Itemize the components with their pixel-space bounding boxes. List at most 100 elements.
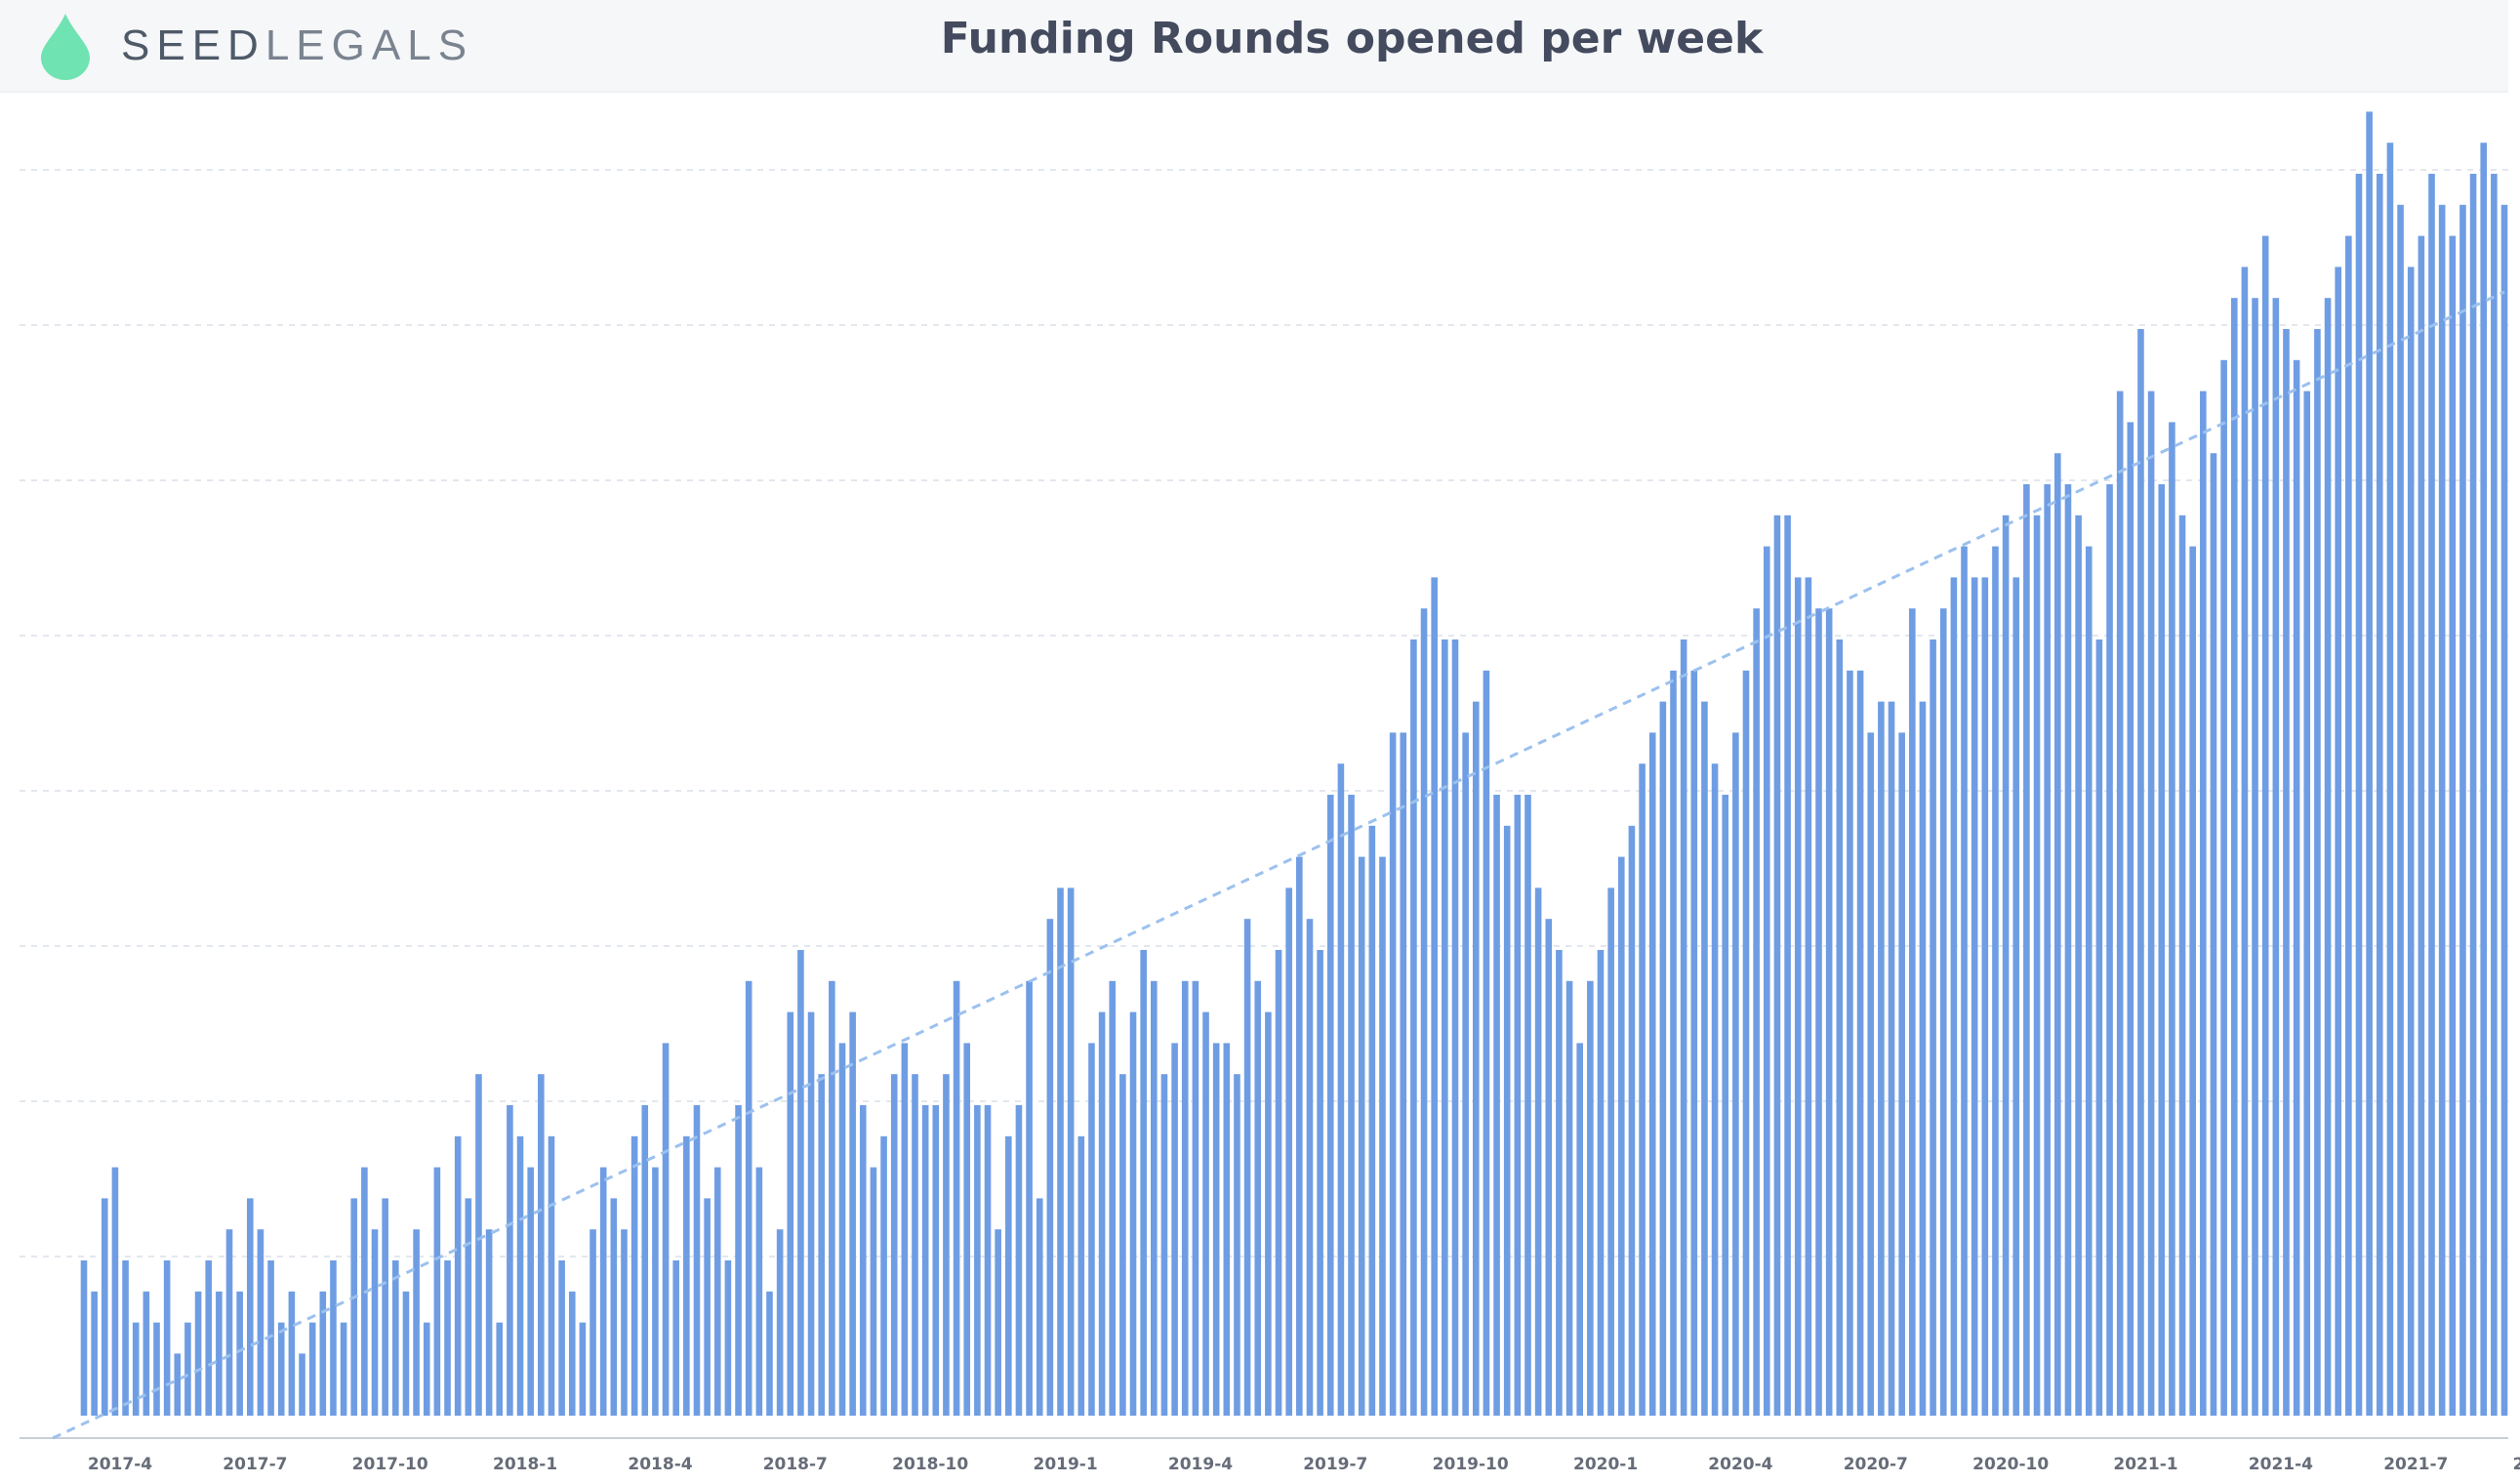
drop-icon — [41, 14, 90, 80]
bar — [630, 1135, 638, 1416]
bar — [818, 1074, 826, 1416]
bar — [1442, 639, 1448, 1416]
chart-title: Funding Rounds opened per week — [940, 14, 1764, 63]
bar — [693, 1105, 701, 1416]
bar — [111, 1167, 119, 1416]
bar — [1337, 763, 1345, 1416]
bar — [2075, 515, 2082, 1416]
bar — [2158, 484, 2166, 1416]
bar — [1815, 608, 1822, 1416]
bar — [1358, 856, 1365, 1416]
bar — [1587, 980, 1594, 1416]
bar — [236, 1291, 243, 1416]
bar — [610, 1198, 618, 1416]
bar — [1732, 732, 1739, 1416]
bar — [2407, 267, 2415, 1416]
bar — [91, 1291, 98, 1416]
bar — [2106, 484, 2113, 1416]
x-tick-label: 2019-10 — [1433, 1455, 1509, 1474]
bar — [1243, 919, 1251, 1416]
bar — [1939, 608, 1947, 1416]
brand-name-part-1: SEED — [121, 21, 265, 69]
bar — [1628, 825, 1636, 1416]
bar — [1306, 919, 1314, 1416]
bar — [1514, 795, 1522, 1416]
bar — [2137, 329, 2144, 1416]
x-tick-label: 2021-10 — [2513, 1455, 2520, 1474]
bar — [267, 1260, 274, 1416]
bar — [1171, 1043, 1178, 1416]
bar — [1410, 639, 1417, 1416]
bar — [1098, 1011, 1106, 1416]
bar — [859, 1105, 867, 1416]
bar — [1379, 856, 1386, 1416]
bar — [776, 1229, 784, 1416]
bar — [1431, 577, 1438, 1416]
bar — [1794, 577, 1802, 1416]
bar — [1617, 856, 1625, 1416]
bar — [1742, 670, 1750, 1416]
bar — [1026, 980, 1033, 1416]
gridlines — [20, 169, 2508, 1257]
bar — [1961, 546, 1968, 1416]
bar — [2044, 484, 2051, 1416]
bar — [132, 1322, 140, 1416]
bar — [194, 1291, 202, 1416]
bar — [319, 1291, 327, 1416]
bar — [1690, 670, 1698, 1416]
bar — [797, 950, 804, 1416]
bar — [507, 1105, 513, 1416]
x-axis-ticks: 2017-4 2017-7 2017-10 2018-1 2018-4 2018-7 201… — [88, 1455, 2520, 1474]
bars — [80, 111, 2508, 1417]
bar — [662, 1043, 670, 1416]
bar — [2491, 174, 2498, 1416]
bar — [963, 1043, 971, 1416]
bar — [829, 980, 835, 1416]
bar — [755, 1167, 763, 1416]
bar — [1888, 701, 1895, 1416]
bar — [2418, 235, 2425, 1417]
bar — [1773, 515, 1781, 1416]
bar — [1836, 639, 1844, 1416]
bar — [1670, 670, 1677, 1416]
bar — [2376, 174, 2383, 1416]
bar — [1400, 732, 1407, 1416]
bar — [652, 1167, 659, 1416]
bar — [1847, 670, 1853, 1416]
bar — [1140, 950, 1147, 1416]
x-tick-label: 2019-1 — [1033, 1455, 1097, 1474]
bar — [1088, 1043, 1095, 1416]
bar — [2469, 174, 2477, 1416]
logo: SEEDLEGALS — [37, 12, 473, 80]
x-tick-label: 2018-4 — [628, 1455, 692, 1474]
bar — [1556, 950, 1563, 1416]
bar — [807, 1011, 815, 1416]
bar — [465, 1198, 472, 1416]
bar — [277, 1322, 285, 1416]
bar — [485, 1229, 493, 1416]
bar — [1784, 515, 1791, 1416]
bar — [1181, 980, 1189, 1416]
bar — [1722, 795, 1729, 1416]
trend-line — [52, 290, 2505, 1440]
bar — [1607, 887, 1614, 1416]
bar — [1753, 608, 1760, 1416]
bar — [1856, 670, 1864, 1416]
bar — [340, 1322, 347, 1416]
bar — [1192, 980, 1199, 1416]
bar — [724, 1260, 732, 1416]
x-tick-label: 2020-4 — [1708, 1455, 1772, 1474]
bar — [1015, 1105, 1023, 1416]
bar — [2116, 391, 2124, 1417]
bar — [932, 1105, 940, 1416]
bar — [621, 1229, 628, 1416]
bar — [1503, 825, 1511, 1416]
bar — [2252, 298, 2258, 1417]
bar — [1919, 701, 1927, 1416]
bar — [1119, 1074, 1126, 1416]
bar — [1565, 980, 1573, 1416]
bar — [953, 980, 960, 1416]
bar — [1223, 1043, 1231, 1416]
bar — [2324, 298, 2332, 1417]
bar — [1867, 732, 1875, 1416]
